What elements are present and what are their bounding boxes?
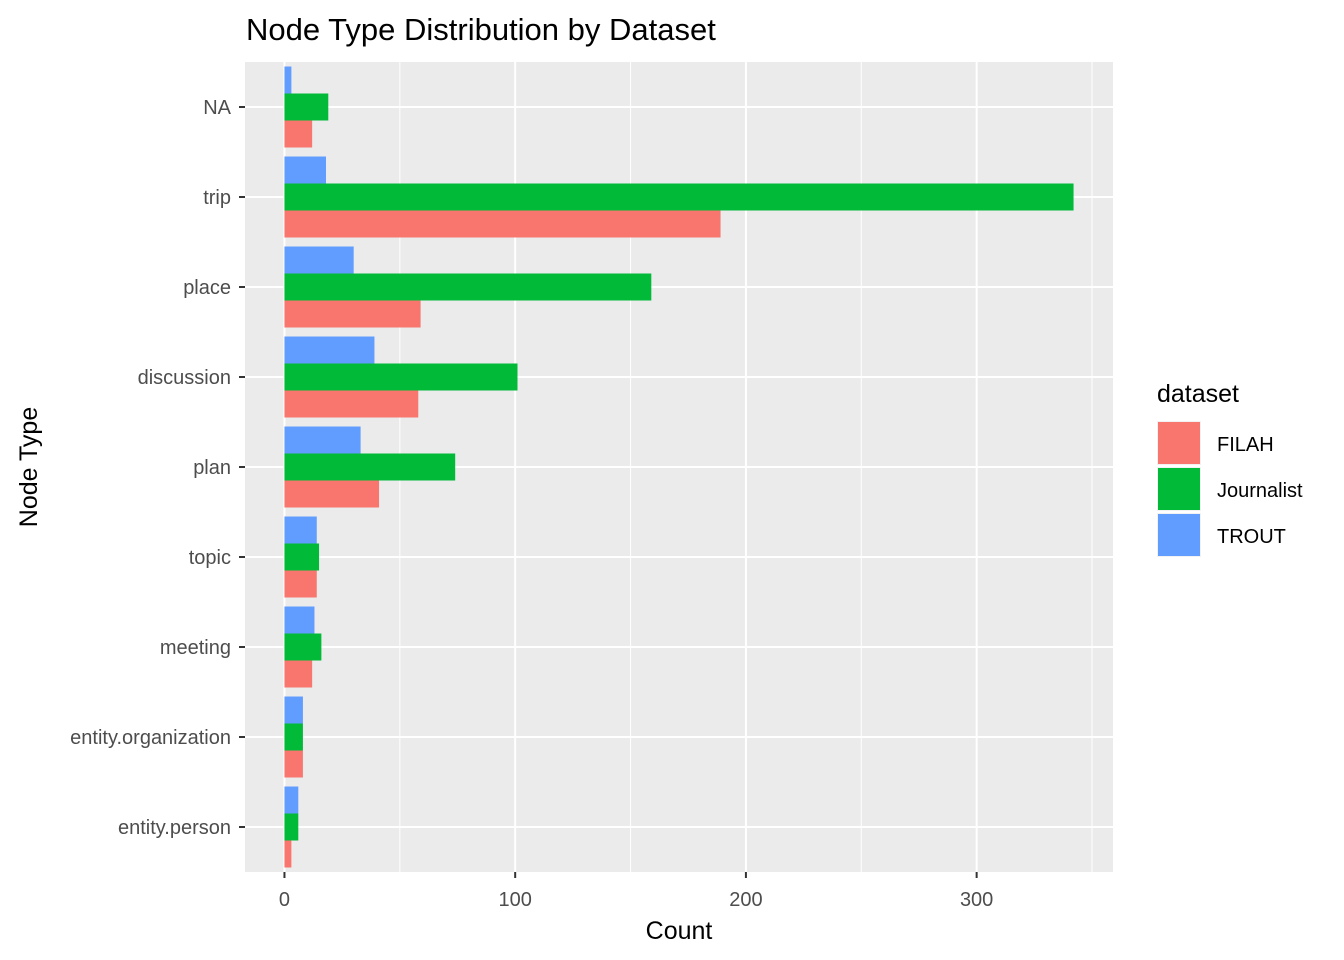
bar bbox=[284, 813, 299, 841]
y-tick-label: entity.person bbox=[118, 817, 231, 839]
bar bbox=[284, 120, 313, 148]
bar bbox=[284, 786, 299, 814]
y-tick-label: plan bbox=[193, 457, 231, 479]
bar bbox=[284, 426, 361, 454]
chart-title: Node Type Distribution by Dataset bbox=[246, 12, 716, 47]
bar bbox=[284, 633, 322, 661]
y-tick-label: meeting bbox=[160, 637, 231, 659]
x-tick-label: 0 bbox=[279, 889, 290, 911]
bar bbox=[284, 543, 320, 571]
bar bbox=[284, 660, 313, 688]
legend: dataset FILAH Journalist TROUT bbox=[1157, 380, 1303, 557]
x-tick-label: 200 bbox=[729, 889, 762, 911]
y-axis-title: Node Type bbox=[15, 407, 43, 527]
y-axis-ticks: NA trip place discussion plan topic meeting ent… bbox=[70, 97, 245, 839]
bar bbox=[284, 570, 317, 598]
y-tick-label: topic bbox=[189, 547, 231, 569]
bar bbox=[284, 390, 419, 418]
legend-swatch bbox=[1158, 468, 1200, 510]
x-tick-label: 100 bbox=[498, 889, 531, 911]
bar bbox=[284, 93, 329, 121]
legend-label: TROUT bbox=[1217, 526, 1286, 548]
legend-swatch bbox=[1158, 422, 1200, 464]
bar bbox=[284, 336, 375, 364]
y-tick-label: discussion bbox=[138, 367, 231, 389]
bar bbox=[284, 453, 456, 481]
bar bbox=[284, 183, 1074, 211]
bar bbox=[284, 696, 303, 724]
bar bbox=[284, 363, 518, 391]
x-axis-title: Count bbox=[646, 917, 713, 945]
bar bbox=[284, 66, 292, 94]
legend-label: FILAH bbox=[1217, 434, 1274, 456]
x-tick-label: 300 bbox=[960, 889, 993, 911]
bar bbox=[284, 750, 303, 778]
y-tick-label: place bbox=[183, 277, 231, 299]
bar bbox=[284, 246, 354, 274]
bar bbox=[284, 516, 317, 544]
legend-swatch bbox=[1158, 514, 1200, 556]
bar bbox=[284, 273, 652, 301]
bar bbox=[284, 606, 315, 634]
bar bbox=[284, 300, 421, 328]
y-tick-label: NA bbox=[203, 97, 231, 119]
y-tick-label: trip bbox=[203, 187, 231, 209]
x-axis-ticks: 0 100 200 300 bbox=[279, 872, 993, 911]
bars bbox=[284, 66, 1074, 868]
bar bbox=[284, 480, 380, 508]
bar bbox=[284, 723, 303, 751]
y-tick-label: entity.organization bbox=[70, 727, 231, 749]
legend-title: dataset bbox=[1157, 380, 1239, 408]
bar bbox=[284, 210, 721, 238]
bar bbox=[284, 840, 292, 868]
legend-label: Journalist bbox=[1217, 480, 1303, 502]
bar bbox=[284, 156, 326, 184]
